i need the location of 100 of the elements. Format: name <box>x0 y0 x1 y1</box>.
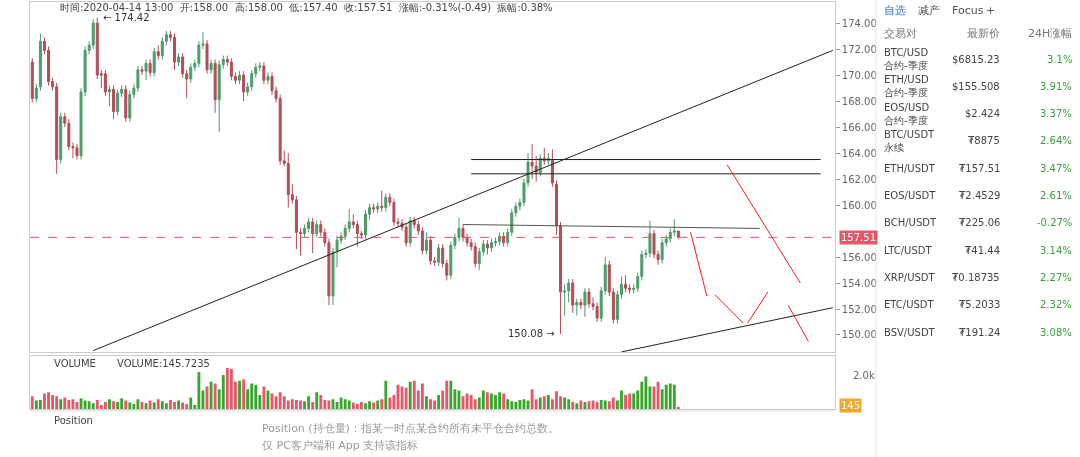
bar <box>173 402 176 410</box>
bar <box>315 392 319 410</box>
y-tick-label: 152.00 <box>841 303 877 315</box>
bar <box>607 401 611 410</box>
bar <box>494 395 497 410</box>
bar <box>83 400 87 410</box>
bar <box>274 396 278 410</box>
bar <box>676 406 680 410</box>
bar <box>99 404 103 410</box>
y-tick-label: 170.00 <box>841 69 877 81</box>
candlestick <box>624 274 628 293</box>
bar <box>518 399 522 410</box>
candlestick <box>559 221 563 335</box>
y-tick-label: 164.00 <box>841 147 877 159</box>
bar <box>664 384 668 410</box>
candlestick <box>75 143 79 161</box>
bar <box>620 390 623 410</box>
bar <box>278 392 282 410</box>
bar <box>169 399 172 410</box>
bar <box>347 400 351 410</box>
bar <box>376 400 380 410</box>
chart-subtitle: VOLUME:145.7235 <box>117 358 210 369</box>
candlestick <box>376 201 380 214</box>
candlestick <box>485 239 489 255</box>
text: -0.27% <box>1037 217 1073 228</box>
bar <box>250 383 254 410</box>
text: 3.1% <box>1047 54 1073 65</box>
text: ₮191.24 <box>959 327 1001 338</box>
category-label: 交易对 <box>884 27 917 40</box>
bar <box>221 374 225 410</box>
category-label: 24H涨幅 <box>1028 27 1073 40</box>
text: 145 <box>841 400 861 411</box>
bar <box>95 399 99 410</box>
candlestick <box>103 69 107 97</box>
candlestick <box>571 278 575 314</box>
candlestick <box>583 287 587 318</box>
bar <box>197 372 201 410</box>
y-tick-label: 154.00 <box>841 277 877 289</box>
candlestick <box>55 82 59 175</box>
bar <box>437 395 441 410</box>
bar <box>660 389 664 410</box>
bar <box>63 397 67 410</box>
bar <box>47 392 50 410</box>
bar <box>611 397 615 410</box>
bar <box>404 387 408 410</box>
candlestick <box>112 84 116 120</box>
bar <box>355 404 359 410</box>
y-tick-label: 174.00 <box>841 17 877 29</box>
bar <box>290 399 294 410</box>
bar <box>563 397 567 410</box>
bar <box>339 397 343 410</box>
bar <box>225 367 229 410</box>
bar <box>30 396 34 410</box>
candlestick <box>205 39 209 75</box>
category-label: ETH/USDT <box>884 163 935 174</box>
candlestick <box>242 70 246 102</box>
candlestick <box>177 52 181 67</box>
text: 2.64% <box>1040 135 1072 146</box>
candlestick <box>530 143 534 180</box>
bar <box>408 381 412 410</box>
candlestick <box>579 298 583 310</box>
bar <box>449 380 453 410</box>
candlestick <box>116 88 120 116</box>
bar <box>282 396 286 410</box>
bar <box>429 399 432 410</box>
bar <box>624 395 627 410</box>
y-tick-label: 156.00 <box>841 251 877 263</box>
candlestick <box>156 44 160 60</box>
candlestick <box>473 242 477 268</box>
bar <box>160 401 164 410</box>
bar <box>481 390 485 410</box>
bar <box>465 393 469 410</box>
bar <box>433 400 436 410</box>
bar <box>307 396 311 410</box>
text: ₮2.4529 <box>959 190 1001 201</box>
bar <box>542 396 546 410</box>
bar <box>189 397 193 410</box>
candlestick <box>30 57 34 103</box>
bar <box>132 404 136 410</box>
category-label: LTC/USDT <box>884 245 932 256</box>
y-tick-label: 168.00 <box>841 95 877 107</box>
bar <box>668 383 672 410</box>
bar <box>368 401 371 410</box>
bar <box>571 402 575 410</box>
bar <box>343 399 347 410</box>
chart-title: 时间:2020-04-14 13:00 开:158.00 高:158.00 低:157.40 收:157.51 涨幅:-0.31%(-0.49) 振幅:0.38% <box>60 2 553 13</box>
bar <box>412 380 416 410</box>
text: 自选 <box>884 4 906 17</box>
text: $6815.23 <box>952 54 1000 65</box>
candlestick <box>286 152 290 209</box>
bar <box>555 391 558 410</box>
bar <box>360 402 363 410</box>
text: ₮225.06 <box>959 217 1001 228</box>
bar <box>104 402 107 410</box>
candlestick <box>38 32 42 92</box>
bar <box>323 399 327 410</box>
bar <box>425 396 428 410</box>
bar <box>213 383 217 410</box>
bar <box>579 400 583 410</box>
category-label: BSV/USDT <box>884 327 935 338</box>
